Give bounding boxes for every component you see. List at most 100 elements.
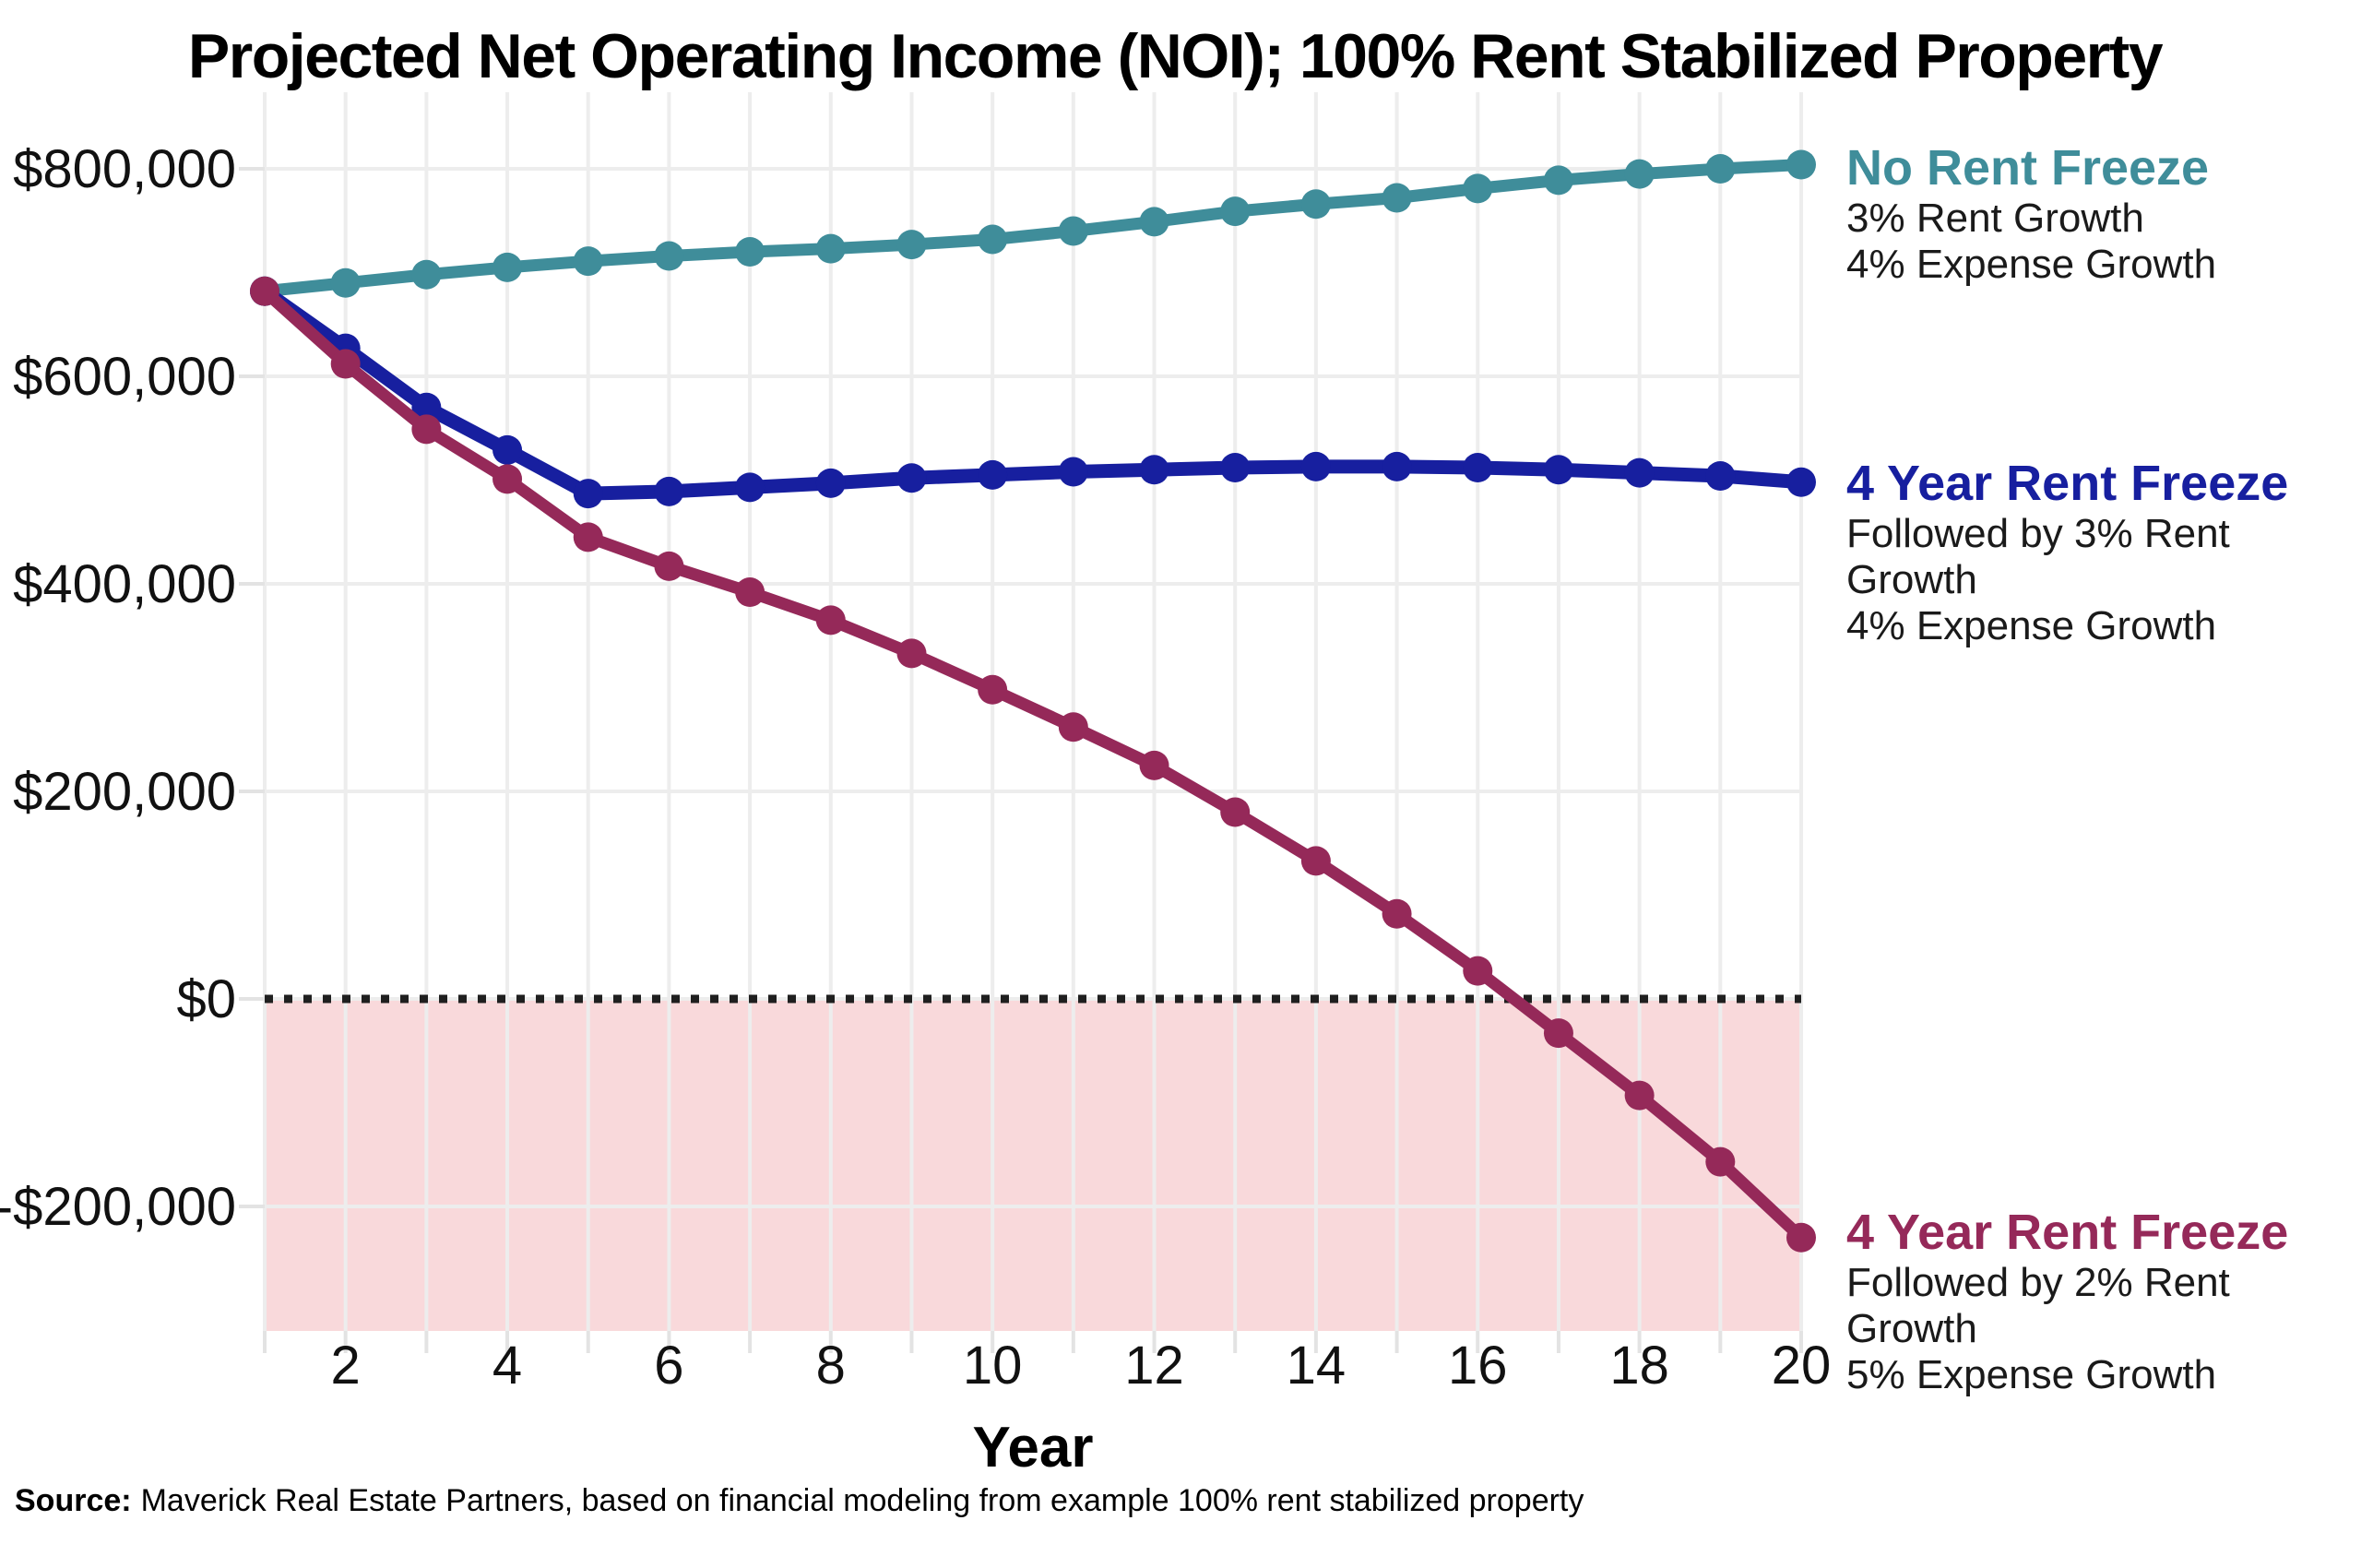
data-point: [1624, 457, 1655, 488]
data-point: [1543, 455, 1573, 485]
svg-text:4: 4: [492, 1336, 522, 1396]
gridlines: [263, 92, 1803, 1331]
data-point: [1705, 1146, 1736, 1177]
data-point: [492, 464, 523, 494]
legend-freeze-2pct-line2: 5% Expense Growth: [1846, 1352, 2217, 1397]
data-point: [250, 276, 279, 306]
legend-no-rent-freeze-line2: 4% Expense Growth: [1846, 242, 2217, 287]
data-point: [330, 349, 361, 379]
data-point: [1220, 797, 1251, 827]
data-point: [411, 414, 442, 445]
legend-freeze-2pct: 4 Year Rent Freeze Followed by 2% Rent G…: [1846, 1205, 2361, 1398]
legend-no-rent-freeze: No Rent Freeze 3% Rent Growth 4% Expense…: [1846, 140, 2216, 288]
data-point: [978, 674, 1008, 705]
data-point: [1624, 159, 1655, 189]
data-point: [1058, 457, 1088, 487]
series-2-4-year-rent-freeze-then-2-rent-growth-: [250, 276, 1816, 1253]
source-line: Source: Maverick Real Estate Partners, ba…: [15, 1483, 1584, 1519]
x-axis-title: Year: [972, 1416, 1094, 1479]
data-point: [1058, 712, 1088, 742]
legend-freeze-3pct-line1: Followed by 3% Rent Growth: [1846, 511, 2230, 602]
legend-freeze-3pct: 4 Year Rent Freeze Followed by 3% Rent G…: [1846, 456, 2361, 649]
svg-text:$600,000: $600,000: [13, 347, 236, 407]
data-point: [1300, 189, 1331, 220]
data-point: [573, 479, 603, 509]
data-point: [815, 468, 846, 498]
svg-text:12: 12: [1124, 1336, 1184, 1396]
data-point: [815, 605, 846, 636]
svg-text:18: 18: [1609, 1336, 1669, 1396]
data-point: [735, 472, 765, 503]
data-point: [1624, 1080, 1655, 1111]
data-point: [1705, 154, 1736, 184]
legend-freeze-3pct-line2: 4% Expense Growth: [1846, 603, 2217, 648]
data-point: [1786, 467, 1816, 497]
legend-freeze-2pct-line1: Followed by 2% Rent Growth: [1846, 1260, 2230, 1351]
data-point: [1543, 165, 1573, 196]
svg-text:10: 10: [963, 1336, 1023, 1396]
x-axis-labels: 2 4 6 8 10 12 14 16 18 20: [331, 1336, 1832, 1396]
data-point: [1139, 750, 1169, 780]
chart-title: Projected Net Operating Income (NOI); 10…: [187, 21, 2164, 91]
data-point: [654, 241, 684, 271]
data-point: [1786, 149, 1816, 180]
data-point: [978, 459, 1008, 490]
data-point: [735, 237, 765, 267]
data-point: [978, 224, 1008, 255]
data-point: [1463, 956, 1493, 986]
data-point: [492, 434, 523, 465]
svg-text:$0: $0: [176, 969, 236, 1029]
data-point: [896, 638, 927, 669]
data-point: [1382, 898, 1412, 929]
svg-text:14: 14: [1287, 1336, 1347, 1396]
data-point: [411, 392, 442, 422]
data-point: [1705, 461, 1736, 491]
data-point: [1300, 451, 1331, 481]
data-point: [1220, 196, 1251, 227]
data-point: [1139, 207, 1169, 237]
series-line: [258, 285, 1808, 1244]
data-point: [1139, 455, 1169, 485]
data-point: [1463, 453, 1493, 482]
svg-text:20: 20: [1772, 1336, 1832, 1396]
data-point: [896, 230, 927, 260]
data-point: [1786, 1222, 1816, 1253]
legend-no-rent-freeze-title: No Rent Freeze: [1846, 140, 2210, 196]
data-point: [1463, 173, 1493, 204]
data-point: [492, 252, 523, 282]
legend-freeze-3pct-title: 4 Year Rent Freeze: [1846, 456, 2289, 511]
data-point: [1543, 1018, 1573, 1049]
source-text: Maverick Real Estate Partners, based on …: [140, 1483, 1584, 1518]
data-point: [1382, 183, 1412, 213]
data-point: [330, 267, 361, 298]
svg-text:2: 2: [331, 1336, 361, 1396]
svg-text:$400,000: $400,000: [13, 554, 236, 614]
source-label: Source:: [15, 1483, 132, 1518]
data-point: [815, 233, 846, 264]
data-point: [411, 259, 442, 290]
legend-freeze-2pct-title: 4 Year Rent Freeze: [1846, 1205, 2289, 1260]
data-point: [654, 476, 684, 506]
legend-no-rent-freeze-line1: 3% Rent Growth: [1846, 196, 2144, 241]
axis-ticks: [239, 167, 1803, 1353]
data-point: [654, 551, 684, 581]
data-point: [1300, 846, 1331, 876]
data-point: [573, 522, 603, 552]
negative-noi-region: [265, 999, 1801, 1331]
series-0-no-rent-freeze: [250, 149, 1816, 306]
data-point: [573, 246, 603, 277]
series-1-4-year-rent-freeze-then-3-rent-growth-: [250, 276, 1816, 509]
svg-text:16: 16: [1448, 1336, 1508, 1396]
svg-text:$800,000: $800,000: [13, 139, 236, 199]
data-point: [1058, 216, 1088, 246]
svg-text:$200,000: $200,000: [13, 762, 236, 822]
data-point: [1220, 453, 1251, 482]
y-axis-labels: $800,000 $600,000 $400,000 $200,000 $0 -$200,…: [0, 139, 236, 1237]
svg-text:8: 8: [816, 1336, 846, 1396]
svg-text:6: 6: [654, 1336, 683, 1396]
data-point: [1382, 451, 1412, 481]
svg-text:-$200,000: -$200,000: [0, 1177, 236, 1237]
data-point: [735, 577, 765, 607]
